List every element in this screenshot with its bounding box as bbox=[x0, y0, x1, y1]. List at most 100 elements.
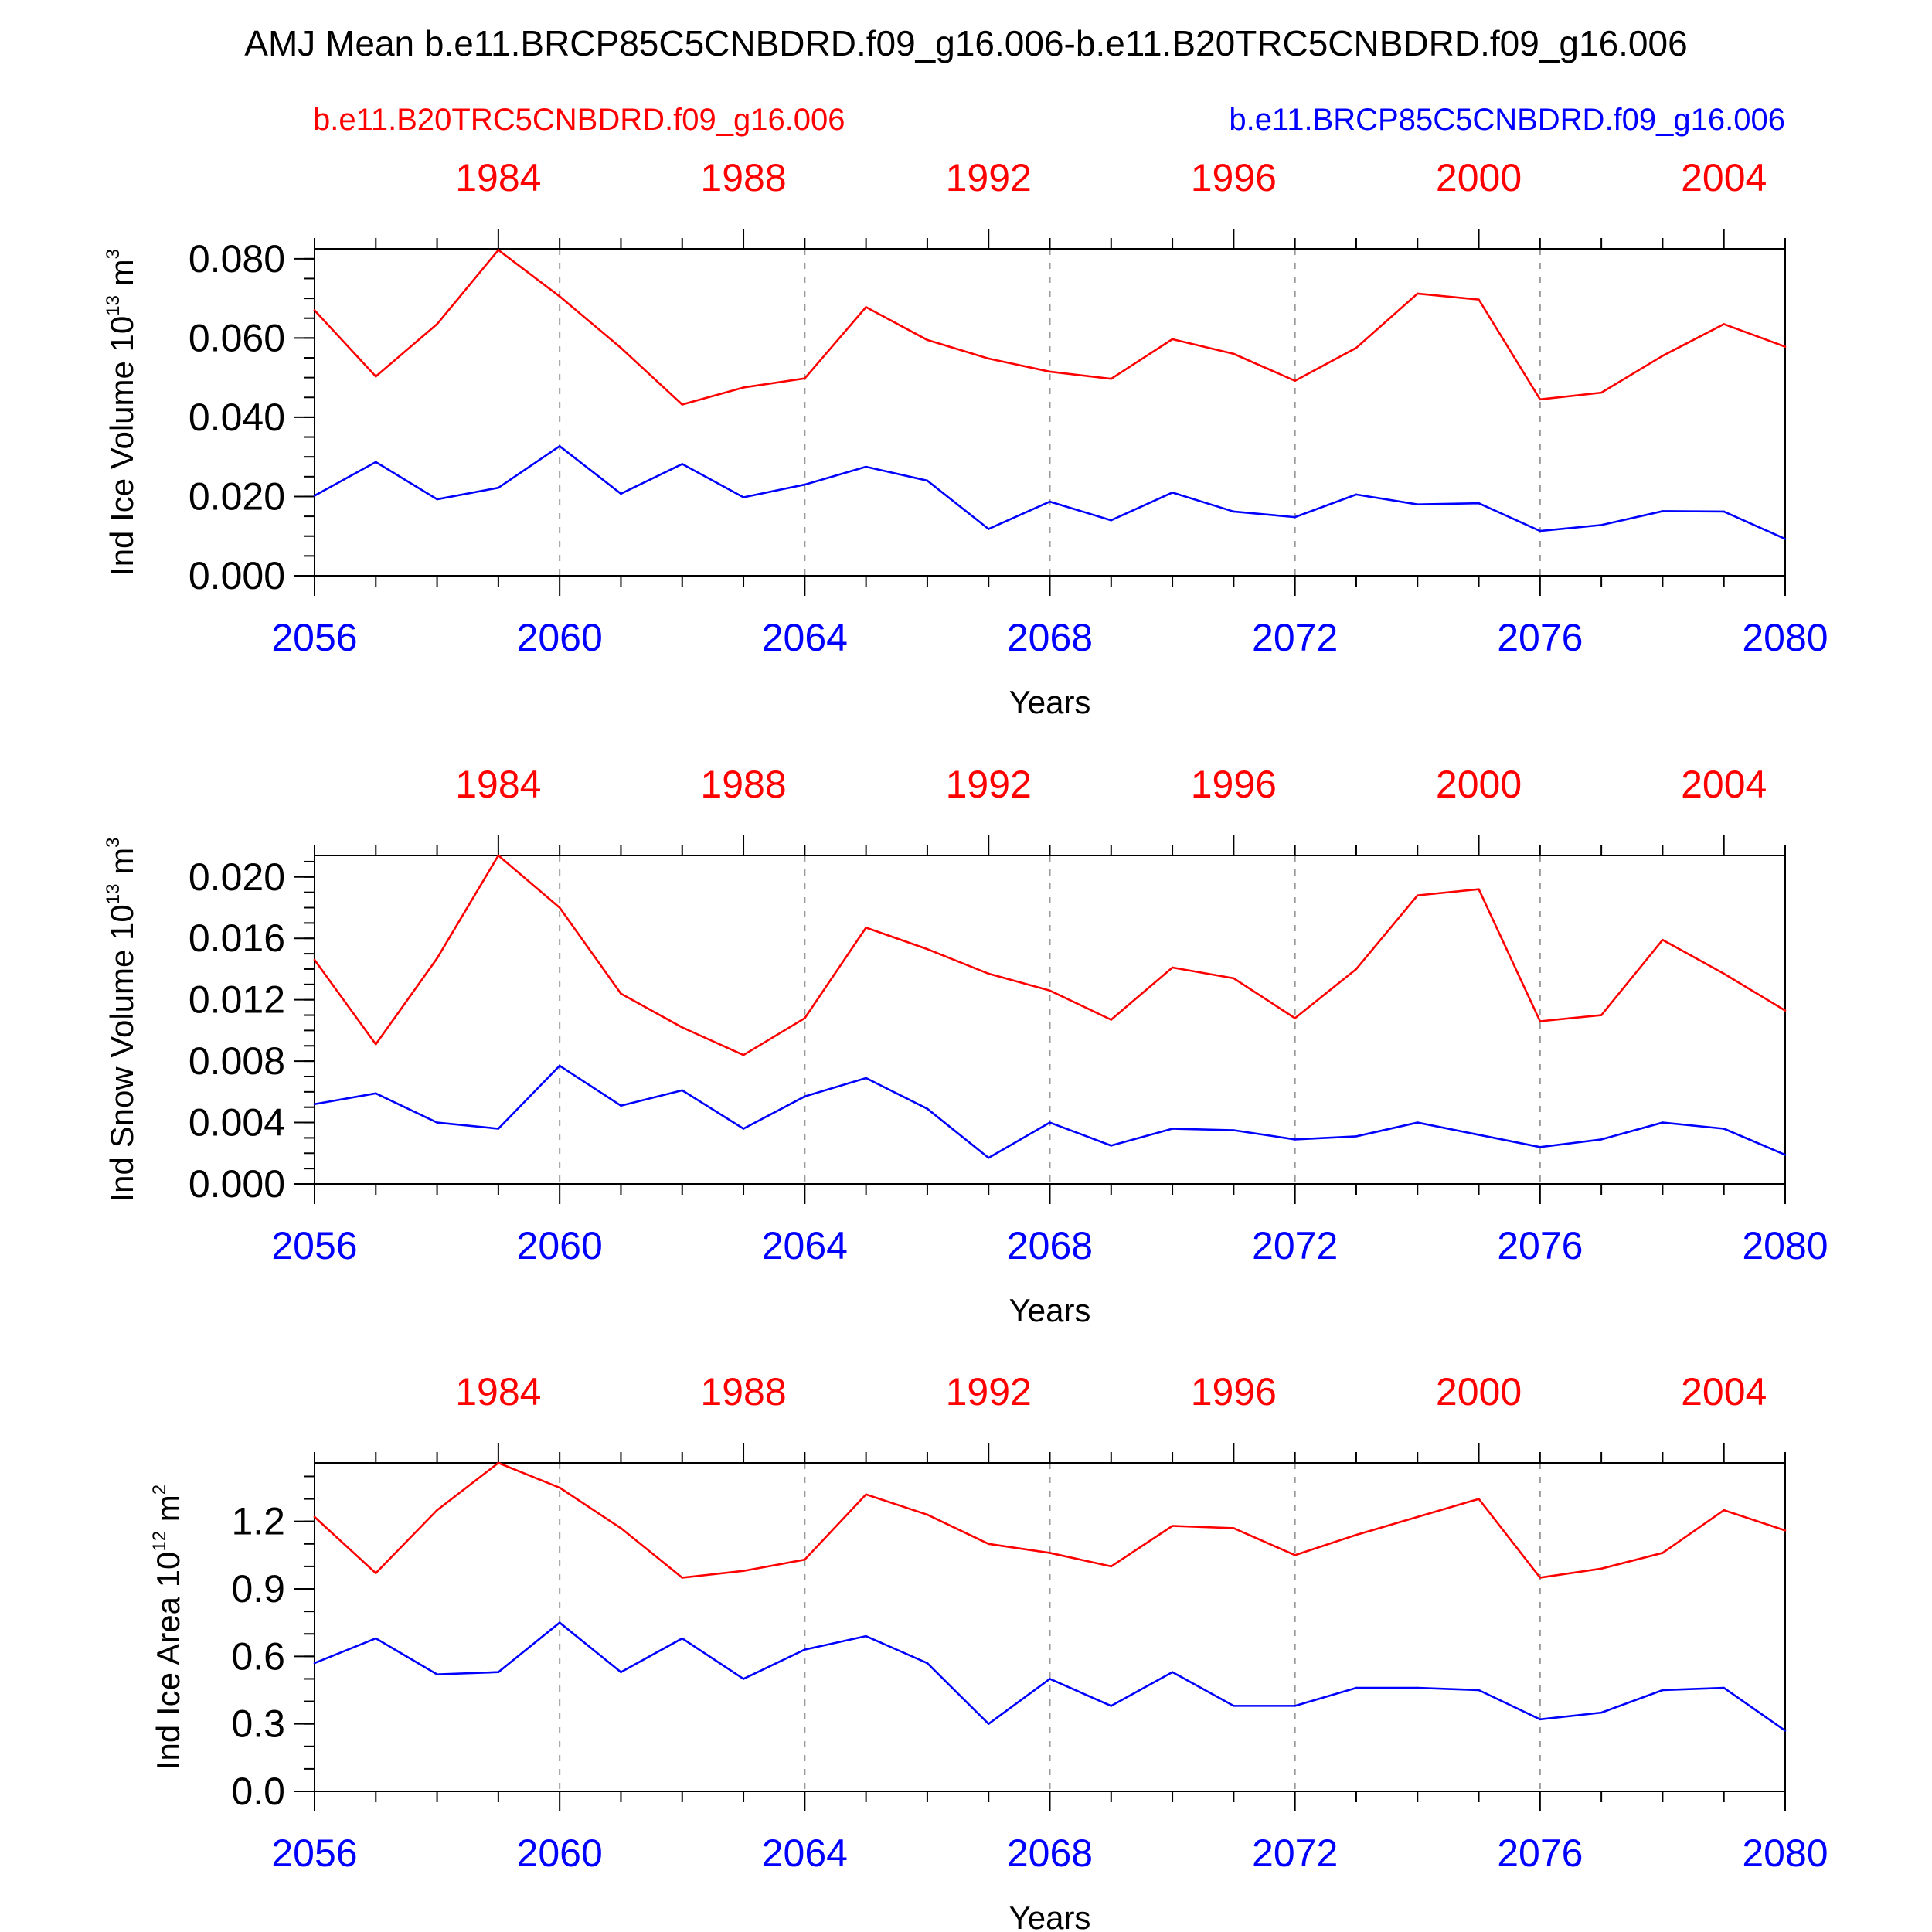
x-tick-label: 2080 bbox=[1742, 616, 1828, 659]
data-point-blue bbox=[620, 1104, 622, 1107]
data-point-red bbox=[1600, 1014, 1603, 1016]
y-axis-label-main: Ind Ice Volume 10 bbox=[104, 316, 140, 576]
data-point-red bbox=[374, 375, 377, 378]
y-axis-label-mid: m bbox=[150, 1495, 186, 1531]
data-point-red bbox=[1723, 1509, 1726, 1512]
x-tick-label: 2060 bbox=[517, 616, 603, 659]
data-point-blue bbox=[926, 1107, 929, 1110]
data-point-blue bbox=[804, 1648, 806, 1651]
data-point-blue bbox=[558, 1621, 561, 1624]
data-point-red bbox=[1110, 1019, 1113, 1021]
data-point-red bbox=[681, 403, 684, 406]
x-axis-label: Years bbox=[1009, 1900, 1091, 1932]
data-point-red bbox=[1478, 888, 1480, 890]
y-tick-label: 0.6 bbox=[231, 1634, 285, 1678]
top-x-tick-label: 1984 bbox=[455, 763, 541, 806]
data-point-blue bbox=[1355, 1135, 1358, 1138]
data-point-red bbox=[1110, 1565, 1113, 1568]
data-point-red bbox=[926, 1513, 929, 1516]
data-point-red bbox=[865, 1493, 867, 1496]
data-point-blue bbox=[1539, 529, 1542, 532]
x-tick-label: 2076 bbox=[1497, 1224, 1583, 1267]
data-point-blue bbox=[1171, 492, 1174, 494]
top-x-tick-label: 2004 bbox=[1681, 763, 1767, 806]
data-point-blue bbox=[1539, 1146, 1542, 1148]
top-x-tick-label: 2000 bbox=[1436, 763, 1522, 806]
data-point-blue bbox=[1049, 1121, 1051, 1124]
top-x-tick-label: 1988 bbox=[700, 763, 786, 806]
data-point-red bbox=[374, 1043, 377, 1046]
x-axis-label: Years bbox=[1009, 684, 1091, 720]
data-point-red bbox=[1355, 1533, 1358, 1536]
legend-red-run: b.e11.B20TRC5CNBDRD.f09_g16.006 bbox=[313, 103, 845, 137]
data-point-red bbox=[1662, 1552, 1664, 1554]
x-tick-label: 2064 bbox=[762, 616, 848, 659]
data-point-red bbox=[1049, 989, 1051, 992]
y-axis-label-sup1: 13 bbox=[103, 884, 124, 905]
y-axis-label-sup2: 3 bbox=[103, 249, 124, 259]
x-tick-label: 2076 bbox=[1497, 1832, 1583, 1875]
data-point-blue bbox=[865, 1077, 867, 1080]
data-point-red bbox=[313, 958, 316, 961]
data-point-red bbox=[1355, 968, 1358, 971]
data-point-red bbox=[1233, 977, 1235, 980]
data-point-red bbox=[1233, 1527, 1235, 1529]
top-x-tick-label: 1992 bbox=[946, 156, 1032, 199]
data-point-blue bbox=[374, 461, 377, 464]
data-point-blue bbox=[1662, 1121, 1664, 1124]
x-tick-label: 2064 bbox=[762, 1832, 848, 1875]
data-point-red bbox=[681, 1026, 684, 1029]
y-axis-label: Ind Ice Volume 1013 m3 bbox=[103, 249, 140, 576]
data-point-red bbox=[1294, 1017, 1296, 1019]
data-point-red bbox=[497, 854, 500, 857]
y-tick-label: 0.000 bbox=[189, 1162, 285, 1206]
data-point-blue bbox=[926, 479, 929, 482]
top-x-tick-label: 1988 bbox=[700, 156, 786, 199]
y-tick-label: 0.020 bbox=[189, 855, 285, 899]
data-point-blue bbox=[620, 492, 622, 495]
data-point-blue bbox=[1049, 1678, 1051, 1680]
data-point-blue bbox=[1478, 502, 1480, 505]
data-point-blue bbox=[1233, 1129, 1235, 1131]
data-point-red bbox=[926, 947, 929, 951]
data-point-red bbox=[1539, 398, 1542, 401]
data-point-red bbox=[1478, 298, 1480, 301]
y-tick-label: 0.008 bbox=[189, 1039, 285, 1083]
data-point-red bbox=[374, 1572, 377, 1574]
x-tick-label: 2072 bbox=[1252, 1224, 1338, 1267]
data-point-red bbox=[1600, 391, 1603, 394]
data-point-blue bbox=[1171, 1128, 1174, 1130]
y-axis-label: Ind Snow Volume 1013 m3 bbox=[103, 838, 140, 1202]
data-point-blue bbox=[865, 465, 867, 468]
data-point-red bbox=[1784, 1529, 1787, 1532]
y-axis-label-main: Ind Snow Volume 10 bbox=[104, 904, 140, 1202]
data-point-blue bbox=[1171, 1671, 1174, 1674]
data-point-red bbox=[1662, 938, 1664, 941]
data-point-blue bbox=[313, 495, 316, 497]
data-point-blue bbox=[1416, 1121, 1419, 1124]
top-x-tick-label: 1988 bbox=[700, 1370, 786, 1413]
y-tick-label: 0.040 bbox=[189, 396, 285, 439]
y-tick-label: 0.004 bbox=[189, 1101, 285, 1145]
data-point-blue bbox=[742, 1678, 745, 1680]
data-point-red bbox=[1784, 345, 1787, 348]
x-tick-label: 2056 bbox=[271, 1832, 357, 1875]
data-point-red bbox=[1723, 972, 1726, 975]
data-point-blue bbox=[1355, 1686, 1358, 1689]
data-point-red bbox=[1110, 377, 1113, 380]
data-point-red bbox=[804, 1017, 806, 1019]
y-tick-label: 0.9 bbox=[231, 1567, 285, 1611]
data-point-red bbox=[313, 309, 316, 311]
y-axis-label-mid: m bbox=[104, 259, 140, 295]
data-point-red bbox=[1171, 966, 1174, 969]
data-point-red bbox=[681, 1577, 684, 1579]
data-point-red bbox=[865, 927, 867, 929]
data-point-red bbox=[558, 1486, 561, 1489]
panel-3: 2056 2060 2064 2068 2072 2076 2080 1984 1988 1992… bbox=[149, 1370, 1828, 1932]
x-tick-label: 2080 bbox=[1742, 1224, 1828, 1267]
data-point-red bbox=[1233, 352, 1235, 355]
data-point-red bbox=[313, 1515, 316, 1519]
data-point-blue bbox=[1600, 1138, 1603, 1141]
data-point-blue bbox=[313, 1103, 316, 1106]
